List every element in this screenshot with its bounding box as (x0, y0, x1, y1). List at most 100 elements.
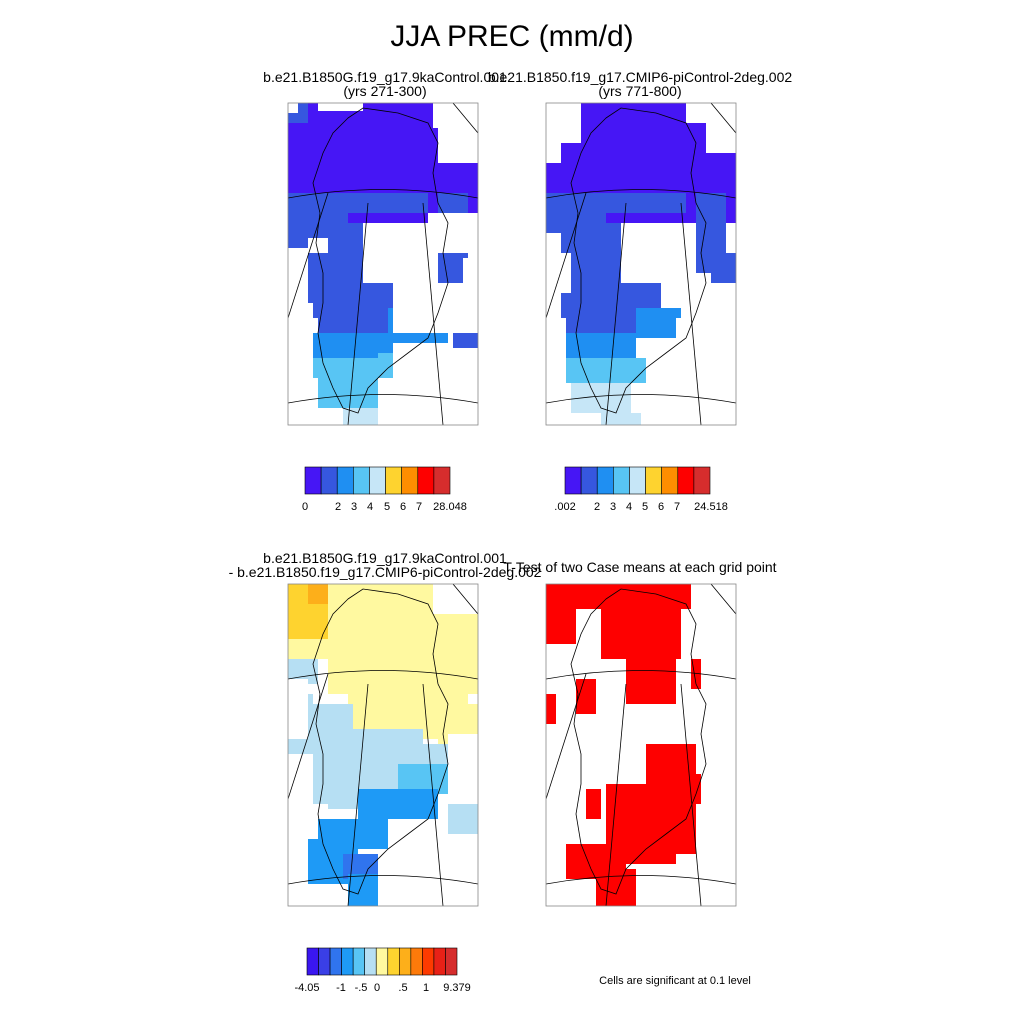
grid-cell (636, 308, 681, 338)
significant-cell (571, 584, 691, 609)
colorbar-top-right-tick-label: 5 (642, 501, 648, 513)
colorbar-bottom-left-tick-label: 0 (374, 982, 380, 994)
colorbar-top-right-tick-label: 3 (610, 501, 616, 513)
colorbar-bottom-left-swatch (306, 947, 319, 976)
colorbar-top-left-swatch (336, 466, 354, 495)
latitude-line (288, 670, 478, 680)
panel-tr-case: b.e21.B1850.f19_g17.CMIP6-piControl-2deg… (487, 69, 793, 85)
map-panel-top-right (546, 103, 736, 425)
longitude-line (710, 103, 736, 134)
grid-cell (566, 318, 656, 333)
grid-cell (308, 223, 363, 318)
significant-cell (596, 869, 636, 906)
missing-cell (318, 103, 363, 111)
missing-cell (288, 784, 308, 834)
missing-cell (388, 834, 478, 906)
missing-cell (686, 103, 736, 123)
colorbar-bottom-left-tick-label: .5 (398, 982, 407, 994)
colorbar-bottom-left-swatch (352, 947, 365, 976)
colorbar-top-right-swatch (613, 466, 630, 495)
latitude-line (546, 875, 736, 885)
panel-bl-line1: b.e21.B1850G.f19_g17.9kaControl.001 (263, 550, 507, 566)
longitude-line (288, 673, 329, 800)
longitude-line (605, 202, 627, 425)
missing-cell (448, 308, 478, 328)
panel-br-title: T-Test of two Case means at each grid po… (503, 559, 777, 575)
longitude-line (605, 683, 627, 906)
colorbar-bottom-left-tick-label: 1 (423, 982, 429, 994)
colorbar-top-left-tick-label: 7 (416, 501, 422, 513)
longitude-line (546, 673, 587, 800)
colorbar-bottom-left-swatch (318, 947, 331, 976)
grid-cell (606, 193, 686, 213)
missing-cell (546, 103, 581, 143)
latitude-line (288, 875, 478, 885)
longitude-line (452, 584, 478, 615)
map-panel-bottom-right (546, 584, 736, 906)
latitude-line (288, 189, 478, 199)
colorbar-top-left-swatch (353, 466, 370, 495)
colorbar-bottom-left-swatch (410, 947, 423, 976)
grid-cell (313, 358, 388, 378)
panel-tl-years: (yrs 271-300) (343, 83, 427, 99)
panel-bl-line2: - b.e21.B1850.f19_g17.CMIP6-piControl-2d… (228, 564, 542, 580)
significance-note: Cells are significant at 0.1 level (599, 975, 751, 987)
colorbar-top-right-tick-label: 4 (626, 501, 632, 513)
colorbar-top-right-swatch (580, 466, 598, 495)
colorbar-top-right-swatch (645, 466, 662, 495)
colorbar-bottom-left-swatch (445, 947, 458, 976)
latitude-line (546, 189, 736, 199)
latitude-line (288, 394, 478, 404)
latitude-line (546, 394, 736, 404)
coastline (570, 588, 707, 895)
longitude-line (452, 103, 478, 134)
colorbar-top-right-tick-label: 7 (674, 501, 680, 513)
coastline (312, 107, 449, 414)
panel-tl-case: b.e21.B1850G.f19_g17.9kaControl.001 (263, 69, 507, 85)
colorbar-top-left-tick-label: 2 (335, 501, 341, 513)
map-frame (287, 102, 479, 426)
longitude-line (347, 202, 369, 425)
grid-cell (711, 253, 736, 283)
longitude-line (710, 584, 736, 615)
colorbar-top-left-swatch (304, 466, 322, 495)
colorbar-bottom-left-swatch (329, 947, 342, 976)
colorbar-bottom-left-swatch (387, 947, 400, 976)
latitude-line (546, 670, 736, 680)
colorbar-top-left-swatch (401, 466, 419, 495)
coastline (312, 588, 449, 895)
colorbar-top-left-tick-label: 28.048 (433, 501, 467, 513)
colorbar-top-right-swatch (693, 466, 711, 495)
grid-cell (308, 584, 328, 604)
colorbar-bottom-left-swatch (364, 947, 377, 976)
grid-cell (343, 408, 378, 425)
colorbar-top-left-swatch (385, 466, 402, 495)
colorbar-bottom-left-swatch (433, 947, 446, 976)
colorbar-top-left-tick-label: 5 (384, 501, 390, 513)
missing-cell (448, 734, 478, 794)
grid-cell (348, 193, 428, 213)
grid-cell (448, 804, 478, 834)
grid-cell (288, 639, 328, 659)
colorbar-bottom-left-swatch (399, 947, 412, 976)
longitude-line (680, 202, 702, 425)
colorbar-top-left-swatch (369, 466, 386, 495)
colorbar-top-left-tick-label: 4 (367, 501, 373, 513)
missing-cell (288, 834, 308, 906)
grid-cell (358, 789, 438, 819)
colorbar-bottom-left-tick-label: 9.379 (443, 982, 471, 994)
missing-cell (288, 103, 298, 113)
map-frame (287, 583, 479, 907)
colorbar-top-right-swatch (564, 466, 582, 495)
missing-cell (433, 103, 478, 128)
colorbar-top-left-swatch (320, 466, 338, 495)
colorbar-top-right-swatch (596, 466, 614, 495)
grid-cell (438, 253, 463, 283)
grid-cell (566, 358, 646, 383)
missing-cell (378, 383, 478, 425)
colorbar-top-left-tick-label: 3 (351, 501, 357, 513)
longitude-line (422, 202, 444, 425)
longitude-line (546, 192, 587, 319)
colorbar-top-right-tick-label: 24.518 (694, 501, 728, 513)
